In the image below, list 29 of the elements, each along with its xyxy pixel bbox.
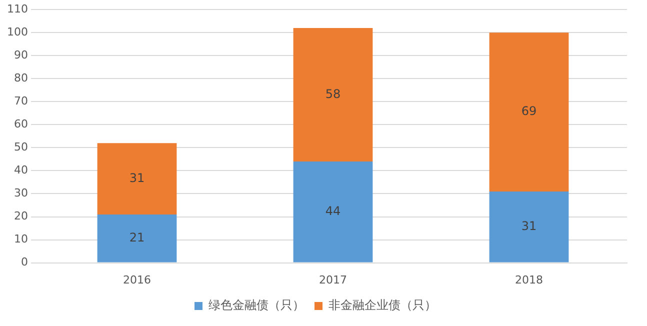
y-tick-label: 80 [14, 72, 28, 85]
bar [293, 162, 373, 262]
bar [489, 191, 569, 262]
bar [97, 214, 177, 262]
data-label: 31 [129, 170, 145, 185]
x-tick-label: 2018 [515, 273, 543, 286]
data-label: 31 [521, 218, 537, 233]
y-tick-label: 50 [14, 140, 28, 154]
y-tick-label: 60 [14, 118, 28, 131]
y-tick-label: 110 [6, 2, 28, 16]
data-label: 21 [129, 230, 145, 245]
data-label: 44 [325, 204, 341, 218]
data-label: 58 [325, 86, 341, 101]
y-tick-label: 70 [14, 94, 28, 108]
data-label: 69 [521, 104, 537, 118]
legend-label: 非金融企业债（只） [328, 298, 436, 312]
bar [293, 28, 373, 162]
y-tick-label: 90 [14, 48, 28, 62]
y-tick-label: 10 [14, 232, 28, 246]
y-tick-label: 30 [14, 186, 28, 200]
y-tick-label: 40 [14, 164, 28, 177]
x-tick-label: 2016 [122, 273, 151, 286]
legend-label: 绿色金融债（只） [208, 298, 304, 312]
y-tick-label: 0 [20, 256, 28, 269]
x-tick-label: 2017 [319, 273, 347, 286]
y-tick-label: 100 [6, 25, 28, 38]
bar [97, 143, 177, 214]
y-tick-label: 20 [14, 210, 28, 223]
bar [489, 32, 569, 192]
